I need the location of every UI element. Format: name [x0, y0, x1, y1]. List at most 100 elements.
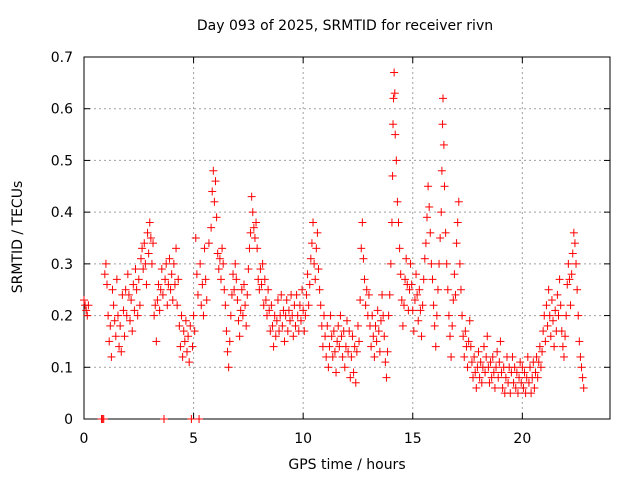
data-point	[435, 259, 444, 268]
data-point	[323, 321, 332, 330]
data-point	[112, 275, 121, 284]
data-point	[538, 347, 547, 356]
data-point	[353, 321, 362, 330]
data-point	[296, 316, 305, 325]
data-point	[151, 301, 160, 310]
data-point	[235, 332, 244, 341]
data-point	[459, 332, 468, 341]
data-point	[392, 156, 401, 165]
data-point	[110, 316, 119, 325]
data-point	[446, 332, 455, 341]
data-point	[261, 296, 270, 305]
data-point	[291, 321, 300, 330]
data-point	[252, 218, 261, 227]
data-point	[416, 306, 425, 315]
data-point	[150, 311, 159, 320]
data-point	[187, 415, 196, 423]
data-point	[413, 290, 422, 299]
data-point	[311, 275, 320, 284]
data-point	[441, 228, 450, 237]
data-point	[341, 342, 350, 351]
data-point	[247, 192, 256, 201]
data-point	[546, 332, 555, 341]
data-point	[442, 259, 451, 268]
data-point	[345, 327, 354, 336]
data-point	[340, 363, 349, 372]
data-point	[222, 327, 231, 336]
data-point	[299, 306, 308, 315]
data-point	[233, 296, 242, 305]
data-point	[481, 368, 490, 377]
data-point	[420, 254, 429, 263]
data-point	[443, 285, 452, 294]
y-tick-label: 0.5	[51, 153, 73, 169]
data-point	[558, 342, 567, 351]
data-point	[278, 321, 287, 330]
data-point	[337, 332, 346, 341]
data-point	[128, 327, 137, 336]
axes: 0 0.1 0.2 0.3 0.4 0.5 0.6 0.7 0 5 10 15 20	[51, 50, 611, 447]
data-point	[134, 275, 143, 284]
data-point	[350, 342, 359, 351]
x-tick-label: 20	[513, 431, 531, 447]
data-point	[399, 301, 408, 310]
data-point	[373, 306, 382, 315]
data-point	[362, 285, 371, 294]
data-point	[236, 306, 245, 315]
data-point	[101, 259, 110, 268]
data-point	[542, 301, 551, 310]
data-point	[82, 306, 91, 315]
data-point	[246, 228, 255, 237]
data-point	[380, 332, 389, 341]
y-tick-label: 0.7	[51, 50, 73, 66]
data-point	[83, 311, 92, 320]
data-point	[327, 332, 336, 341]
data-point	[115, 342, 124, 351]
data-point	[534, 358, 543, 367]
data-point	[451, 290, 460, 299]
data-point	[532, 352, 541, 361]
data-point	[283, 327, 292, 336]
data-point	[461, 327, 470, 336]
data-point	[396, 270, 405, 279]
data-point	[111, 332, 120, 341]
data-point	[195, 415, 204, 423]
data-point	[180, 337, 189, 346]
data-point	[159, 415, 168, 423]
data-point	[409, 327, 418, 336]
data-point	[161, 275, 170, 284]
data-point	[174, 275, 183, 284]
data-point	[524, 378, 533, 387]
data-point	[314, 265, 323, 274]
data-point	[570, 239, 579, 248]
data-point	[374, 327, 383, 336]
data-point	[256, 265, 265, 274]
data-point	[486, 358, 495, 367]
data-point	[132, 285, 141, 294]
data-point	[375, 347, 384, 356]
data-point	[343, 316, 351, 325]
data-point	[140, 239, 149, 248]
data-point	[407, 280, 416, 289]
data-point	[249, 223, 258, 232]
data-point	[131, 265, 140, 274]
data-point	[476, 358, 485, 367]
data-point	[458, 311, 467, 320]
data-point	[495, 358, 504, 367]
data-point	[312, 244, 321, 253]
data-point	[329, 327, 338, 336]
data-point	[572, 259, 581, 268]
data-point	[176, 342, 185, 351]
y-tick-label: 0.2	[51, 309, 73, 325]
data-point	[113, 311, 122, 320]
y-axis-label: SRMTID / TECUs	[10, 180, 26, 294]
data-point	[108, 285, 117, 294]
y-tick-label: 0.4	[51, 205, 73, 221]
data-point	[286, 316, 295, 325]
data-point	[189, 311, 198, 320]
data-point	[231, 259, 240, 268]
y-tick-label: 0.1	[51, 360, 73, 376]
data-point	[493, 347, 502, 356]
data-point	[449, 296, 458, 305]
data-point	[410, 296, 419, 305]
